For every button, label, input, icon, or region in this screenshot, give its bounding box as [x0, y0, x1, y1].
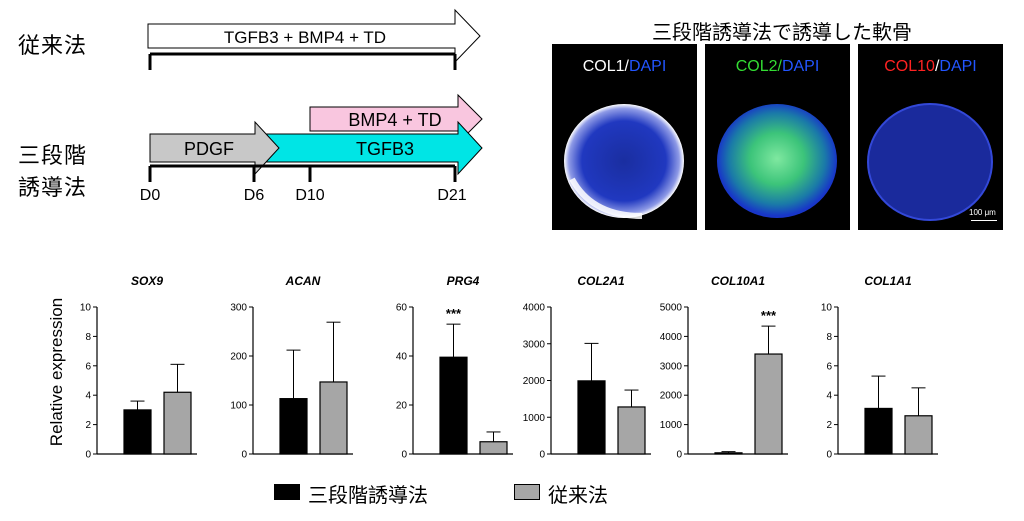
- sox9-tick-label: 8: [85, 332, 91, 343]
- col10a1-tick-label: 5000: [660, 303, 683, 314]
- col2a1-tick-label: 1000: [523, 413, 546, 424]
- col10-marker: COL10: [884, 58, 935, 75]
- col2a1-tick-label: 2000: [523, 376, 546, 387]
- pdgf-arrow: [149, 120, 280, 176]
- col10a1-tick-label: 3000: [660, 361, 683, 372]
- col2-dapi: DAPI: [781, 58, 820, 75]
- protocol-diagram: TGFB3 + BMP4 + TD BMP4 + TD TGFB3 PDGF D…: [140, 8, 483, 204]
- acan-tick-label: 0: [241, 450, 247, 461]
- prg4-tick-label: 40: [396, 352, 408, 363]
- col1-image: [564, 104, 684, 219]
- sox9-tick-label: 4: [85, 391, 91, 402]
- col1a1-tick-label: 6: [826, 361, 832, 372]
- three-step-label-line2: 誘導法: [18, 176, 88, 201]
- col1-marker: COL1: [582, 58, 625, 75]
- col2a1-bar-three-step: [577, 380, 606, 455]
- day-d6: D6: [244, 187, 265, 204]
- sox9-bar-three-step: [123, 409, 152, 455]
- legend-label-three-step: 三段階誘導法: [308, 483, 428, 507]
- acan-bar-three-step: [279, 398, 308, 455]
- prg4-bar-three-step: [439, 356, 468, 455]
- col1a1-tick-label: 2: [826, 420, 832, 431]
- col1a1-tick-label: 4: [826, 391, 832, 402]
- conventional-arrow: [147, 8, 481, 64]
- day-d21: D21: [437, 187, 466, 204]
- col1-panel: COL1/DAPI: [552, 44, 697, 230]
- col2a1-title: COL2A1: [577, 274, 625, 288]
- acan-tick-label: 300: [230, 303, 247, 314]
- prg4-tick-label: 60: [396, 303, 408, 314]
- prg4-tick-label: 20: [396, 401, 408, 412]
- tgfb3-arrow-label: TGFB3: [356, 139, 414, 159]
- acan-tick-label: 100: [230, 401, 247, 412]
- prg4-bar-conventional: [479, 441, 508, 455]
- col1a1-tick-label: 10: [821, 303, 833, 314]
- sox9-tick-label: 2: [85, 420, 91, 431]
- col10a1-tick-label: 0: [676, 450, 682, 461]
- sox9-title: SOX9: [131, 274, 163, 288]
- col10-panel-label: COL10/DAPI: [884, 58, 977, 75]
- legend-swatch-three-step: [274, 484, 300, 500]
- col1-panel-label: COL1/DAPI: [582, 58, 667, 75]
- col10-dapi: DAPI: [939, 58, 977, 75]
- day-d10: D10: [295, 187, 324, 204]
- col10-image: [867, 103, 993, 221]
- col1-dapi: DAPI: [628, 58, 667, 75]
- col2-marker: COL2: [735, 58, 778, 75]
- prg4-tick-label: 0: [401, 450, 407, 461]
- prg4-title: PRG4: [447, 274, 480, 288]
- col10a1-tick-label: 4000: [660, 332, 683, 343]
- col1a1-title: COL1A1: [864, 274, 912, 288]
- legend-label-conventional: 従来法: [548, 483, 608, 507]
- col1a1-tick-label: 8: [826, 332, 832, 343]
- acan-bar-conventional: [319, 381, 348, 455]
- acan-title: ACAN: [285, 274, 321, 288]
- col10-panel: COL10/DAPI 100 μm: [858, 44, 1003, 230]
- pdgf-arrow-label: PDGF: [184, 139, 234, 159]
- col1a1-bar-conventional: [904, 415, 933, 455]
- col2-image: [717, 104, 837, 218]
- legend-swatch-conventional: [514, 484, 540, 500]
- prg4-significance: ***: [446, 306, 462, 321]
- col10a1-bar-three-step: [714, 452, 743, 455]
- sox9-tick-label: 0: [85, 450, 91, 461]
- bmp4-td-arrow: [309, 93, 483, 145]
- tgfb3-arrow: [254, 120, 483, 176]
- acan-tick-label: 200: [230, 352, 247, 363]
- conventional-method-label: 従来法: [18, 34, 88, 59]
- sox9-bar-conventional: [163, 391, 192, 455]
- bmp4-td-arrow-label: BMP4 + TD: [348, 110, 441, 130]
- col10a1-significance: ***: [761, 308, 777, 323]
- col2a1-bar-conventional: [617, 406, 646, 455]
- col2-panel-label: COL2/DAPI: [735, 58, 820, 75]
- sox9-tick-label: 6: [85, 361, 91, 372]
- conventional-arrow-label: TGFB3 + BMP4 + TD: [224, 28, 386, 47]
- col2a1-tick-label: 3000: [523, 339, 546, 350]
- sox9-tick-label: 10: [80, 303, 92, 314]
- scale-bar: [971, 220, 997, 221]
- col2-panel: COL2/DAPI: [705, 44, 850, 230]
- col2a1-tick-label: 0: [539, 450, 545, 461]
- col10a1-bar-conventional: [754, 353, 783, 455]
- col1a1-tick-label: 0: [826, 450, 832, 461]
- day-d0: D0: [140, 187, 161, 204]
- col2a1-tick-label: 4000: [523, 303, 546, 314]
- col10a1-tick-label: 2000: [660, 391, 683, 402]
- scale-bar-label: 100 μm: [969, 208, 996, 217]
- col10a1-title: COL10A1: [711, 274, 765, 288]
- col10a1-tick-label: 1000: [660, 420, 683, 431]
- col1a1-bar-three-step: [864, 407, 893, 455]
- images-title: 三段階誘導法で誘導した軟骨: [652, 20, 912, 44]
- three-step-label-line1: 三段階: [18, 144, 88, 169]
